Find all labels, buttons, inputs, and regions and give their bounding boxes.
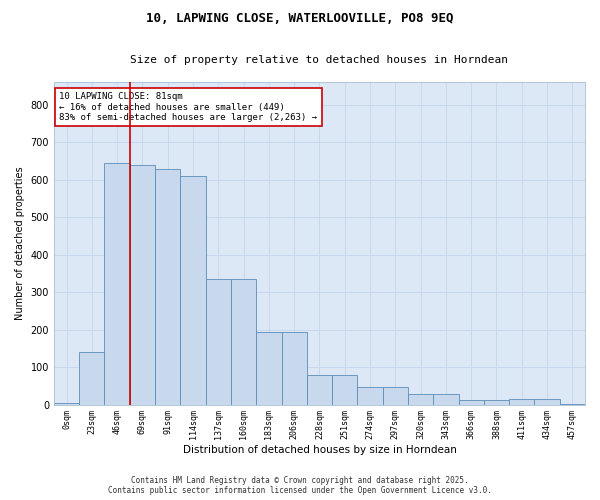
Bar [79, 352, 104, 405]
Text: Contains HM Land Registry data © Crown copyright and database right 2025.
Contai: Contains HM Land Registry data © Crown c… [108, 476, 492, 495]
Bar [307, 374, 332, 404]
X-axis label: Distribution of detached houses by size in Horndean: Distribution of detached houses by size … [182, 445, 457, 455]
Bar [281, 332, 307, 404]
Y-axis label: Number of detached properties: Number of detached properties [15, 166, 25, 320]
Bar [332, 374, 358, 404]
Bar [231, 279, 256, 404]
Title: Size of property relative to detached houses in Horndean: Size of property relative to detached ho… [130, 55, 508, 65]
Bar [408, 394, 433, 404]
Bar [484, 400, 509, 404]
Bar [54, 402, 79, 404]
Bar [458, 400, 484, 404]
Bar [358, 386, 383, 404]
Bar [206, 279, 231, 404]
Text: 10, LAPWING CLOSE, WATERLOOVILLE, PO8 9EQ: 10, LAPWING CLOSE, WATERLOOVILLE, PO8 9E… [146, 12, 454, 26]
Bar [509, 399, 535, 404]
Bar [130, 165, 155, 404]
Bar [155, 168, 181, 404]
Bar [383, 386, 408, 404]
Bar [104, 163, 130, 404]
Bar [181, 176, 206, 404]
Bar [256, 332, 281, 404]
Bar [433, 394, 458, 404]
Bar [535, 399, 560, 404]
Text: 10 LAPWING CLOSE: 81sqm
← 16% of detached houses are smaller (449)
83% of semi-d: 10 LAPWING CLOSE: 81sqm ← 16% of detache… [59, 92, 317, 122]
